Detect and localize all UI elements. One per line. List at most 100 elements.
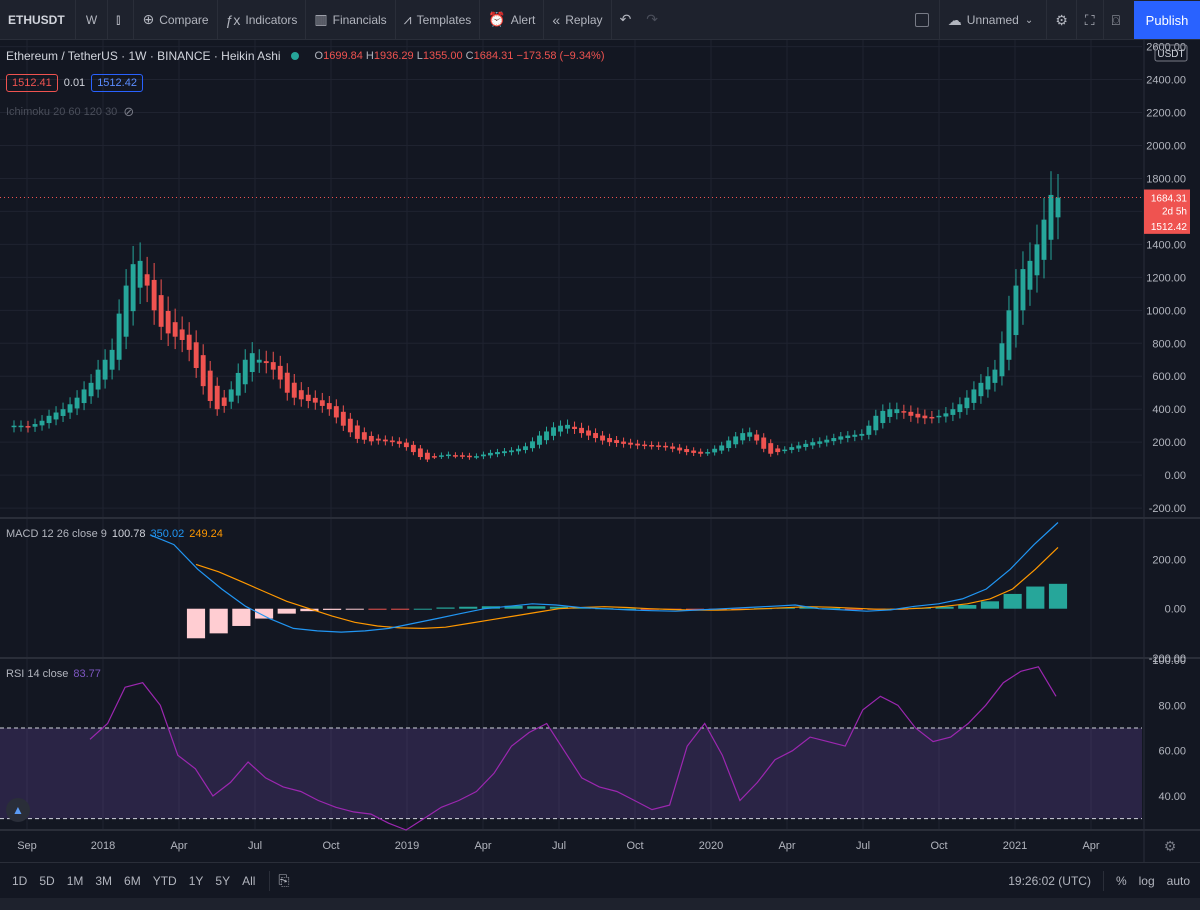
price-tick-label: 1000.00: [1146, 305, 1186, 317]
alert-button[interactable]: ⏰ Alert: [480, 0, 545, 40]
fullscreen-button[interactable]: ⛶: [1077, 0, 1104, 40]
candle-body: [607, 438, 613, 443]
macd-hist-value: 100.78: [111, 528, 146, 540]
candle-body: [200, 355, 206, 387]
interval-button[interactable]: W: [76, 0, 108, 40]
macd-signal-value: 249.24: [189, 528, 223, 540]
candle-body: [628, 442, 634, 445]
tradingview-logo-icon[interactable]: ▲: [6, 798, 30, 822]
price-tick-label: 400.00: [1152, 404, 1186, 416]
snapshot-button[interactable]: ⌼: [1104, 0, 1128, 40]
macd-histogram-bar: [617, 608, 637, 610]
range-button-5d[interactable]: 5D: [39, 873, 55, 888]
candle-body: [382, 439, 388, 442]
buy-price-button[interactable]: 1512.42: [91, 74, 143, 92]
date-range-icon[interactable]: ⎘: [278, 872, 290, 888]
redo-icon[interactable]: ↷: [646, 11, 659, 27]
eye-off-icon[interactable]: ⊘: [123, 104, 135, 119]
macd-histogram-bar: [549, 606, 569, 609]
time-tick-label: 2020: [699, 840, 723, 852]
range-button-1y[interactable]: 1Y: [188, 873, 204, 888]
ichimoku-label: Ichimoku 20 60 120 30: [6, 106, 118, 118]
candle-body: [908, 411, 914, 416]
high-label: H: [365, 50, 374, 62]
percent-scale-button[interactable]: %: [1115, 874, 1127, 888]
clock-label[interactable]: 19:26:02 (UTC): [1008, 874, 1091, 888]
publish-button[interactable]: Publish: [1134, 1, 1200, 39]
time-tick-label: 2019: [395, 840, 419, 852]
price-tick-label: 2400.00: [1146, 75, 1186, 87]
undo-icon[interactable]: ↶: [619, 11, 632, 27]
chart-style-button[interactable]: ⫾: [108, 0, 135, 40]
candle-body: [123, 285, 129, 337]
chart-grid: [0, 40, 1142, 830]
candle-body: [677, 447, 683, 451]
rsi-band: [0, 727, 1142, 820]
settings-button[interactable]: ⚙: [1047, 0, 1077, 40]
candle-body: [691, 450, 697, 453]
macd-histogram-bar: [459, 606, 478, 609]
replay-button[interactable]: « Replay: [544, 0, 612, 40]
symbol-title: Ethereum / TetherUS · 1W · BINANCE · Hei…: [6, 49, 281, 63]
fx-icon: ƒx: [225, 11, 241, 28]
candle-body: [663, 445, 669, 448]
macd-histogram-bar: [436, 607, 455, 609]
financials-button[interactable]: ▥ Financials: [306, 0, 396, 40]
candle-body: [558, 425, 563, 432]
indicators-label: Indicators: [245, 12, 298, 27]
log-scale-button[interactable]: log: [1138, 874, 1155, 888]
candle-body: [705, 452, 711, 454]
financials-label: Financials: [332, 12, 387, 27]
macd-histogram-bar: [527, 606, 546, 609]
compare-button[interactable]: ⊕ Compare: [134, 0, 218, 40]
time-tick-label: Oct: [930, 840, 947, 852]
price-tick-label: 1800.00: [1146, 173, 1186, 185]
candle-body: [431, 456, 437, 458]
range-button-1m[interactable]: 1M: [66, 873, 84, 888]
time-axis[interactable]: Sep 2018 Apr Jul Oct 2019 Apr Jul Oct 2020 Apr Jul O…: [17, 838, 1176, 854]
macd-histogram-bar: [1026, 586, 1045, 609]
macd-histogram-bar: [1003, 593, 1022, 609]
range-button-1d[interactable]: 1D: [12, 873, 28, 888]
candle-body: [74, 397, 80, 409]
macd-pane: [149, 522, 1068, 639]
candle-body: [158, 295, 164, 327]
symbol-search-button[interactable]: ETHUSDT: [0, 0, 76, 40]
candle-body: [600, 435, 606, 441]
candle-body: [516, 448, 521, 452]
macd-line-value: 350.02: [150, 528, 185, 540]
layout-checkbox[interactable]: [914, 13, 929, 27]
candle-body: [67, 404, 73, 413]
range-button-ytd[interactable]: YTD: [152, 873, 177, 888]
range-button-3m[interactable]: 3M: [95, 873, 113, 888]
divider: [1102, 871, 1104, 891]
last-price-label: 1684.31: [1151, 194, 1188, 205]
candle-body: [642, 444, 648, 447]
price-axis[interactable]: -200.00 0.00 200.00 400.00 600.00 800.00 1000.…: [1146, 42, 1188, 803]
candle-body: [782, 449, 788, 452]
templates-button[interactable]: ⩘ Templates: [396, 0, 481, 40]
time-tick-label: Apr: [1082, 840, 1099, 852]
macd-histogram-bar: [935, 606, 954, 609]
range-button-5y[interactable]: 5Y: [215, 873, 231, 888]
indicators-button[interactable]: ƒx Indicators: [218, 0, 307, 40]
candle-body: [221, 397, 227, 406]
alarm-clock-icon: ⏰: [488, 11, 506, 27]
time-tick-label: Jul: [248, 840, 262, 852]
candle-body: [978, 382, 984, 397]
top-toolbar: ETHUSDT W ⫾ ⊕ Compare ƒx Indicators ▥ Finan…: [0, 0, 1200, 40]
alert-label: Alert: [510, 12, 536, 27]
candle-body: [102, 359, 108, 380]
sell-price-button[interactable]: 1512.41: [6, 74, 58, 92]
chart-canvas[interactable]: -200.00 0.00 200.00 400.00 600.00 800.00 1000.…: [0, 0, 1200, 862]
auto-scale-button[interactable]: auto: [1166, 874, 1190, 888]
range-button-all[interactable]: All: [242, 873, 256, 888]
ichimoku-legend: Ichimoku 20 60 120 30 ⊘: [6, 104, 134, 120]
rsi-tick-label: 40.00: [1158, 791, 1186, 803]
candle-body: [901, 411, 907, 413]
price-tick-label: 1200.00: [1146, 272, 1186, 284]
candle-body: [403, 442, 409, 448]
publish-label: Publish: [1145, 12, 1189, 28]
layout-name-button[interactable]: ☁ Unnamed ⌄: [938, 0, 1048, 40]
range-button-6m[interactable]: 6M: [124, 873, 141, 888]
